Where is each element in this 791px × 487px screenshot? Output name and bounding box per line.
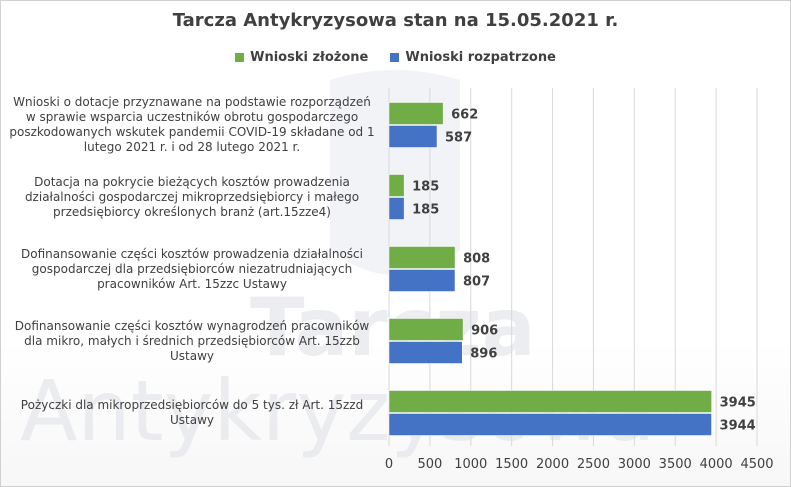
data-label-processed-3: 896 [470,347,497,362]
data-label-submitted-2: 808 [463,252,490,267]
x-tick-label: 3500 [659,457,692,472]
legend-label-processed: Wnioski rozpatrzone [405,50,556,65]
data-label-submitted-3: 906 [471,324,498,339]
x-tick-label: 0 [385,457,393,472]
x-tick-label: 4500 [740,457,773,472]
category-label-3: Dofinansowanie części kosztów wynagrodze… [14,318,370,363]
bar-submitted-2 [388,246,456,269]
x-tick-label: 2500 [577,457,610,472]
category-label-2: Dofinansowanie części kosztów prowadzeni… [20,246,363,291]
x-tick-label: 2000 [536,457,569,472]
data-label-submitted-4: 3945 [720,396,756,411]
bar-submitted-4 [388,390,712,413]
legend-item-submitted: Wnioski złożone [235,50,368,65]
category-label-4: Pożyczki dla mikroprzedsiębiorców do 5 t… [20,398,364,427]
x-tick-label: 1500 [495,457,528,472]
chart-title: Tarcza Antykryzysowa stan na 15.05.2021 … [172,10,619,31]
x-tick-label: 4000 [700,457,733,472]
data-label-processed-4: 3944 [720,419,756,434]
data-label-processed-2: 807 [463,275,490,290]
legend-swatch-processed [390,53,400,62]
data-label-submitted-1: 185 [412,180,439,195]
data-label-submitted-0: 662 [451,108,478,123]
bar-processed-1 [388,197,405,220]
bar-submitted-0 [388,102,444,125]
bar-processed-0 [388,125,438,148]
legend-swatch-submitted [235,53,245,62]
bar-processed-3 [388,341,463,364]
x-tick-label: 500 [417,457,442,472]
legend: Wnioski złożone Wnioski rozpatrzone [0,50,791,65]
legend-item-processed: Wnioski rozpatrzone [390,50,556,65]
x-tick-label: 3000 [618,457,651,472]
bar-processed-4 [388,413,712,436]
x-tick-label: 1000 [454,457,487,472]
data-label-processed-1: 185 [412,203,439,218]
data-label-processed-0: 587 [445,131,472,146]
category-label-1: Dotacja na pokrycie bieżących kosztów pr… [24,174,360,219]
bar-submitted-1 [388,174,405,197]
category-label-0: Wnioski o dotacje przyznawane na podstaw… [9,95,375,154]
bar-processed-2 [388,269,456,292]
legend-label-submitted: Wnioski złożone [250,50,369,65]
bar-submitted-3 [388,318,464,341]
